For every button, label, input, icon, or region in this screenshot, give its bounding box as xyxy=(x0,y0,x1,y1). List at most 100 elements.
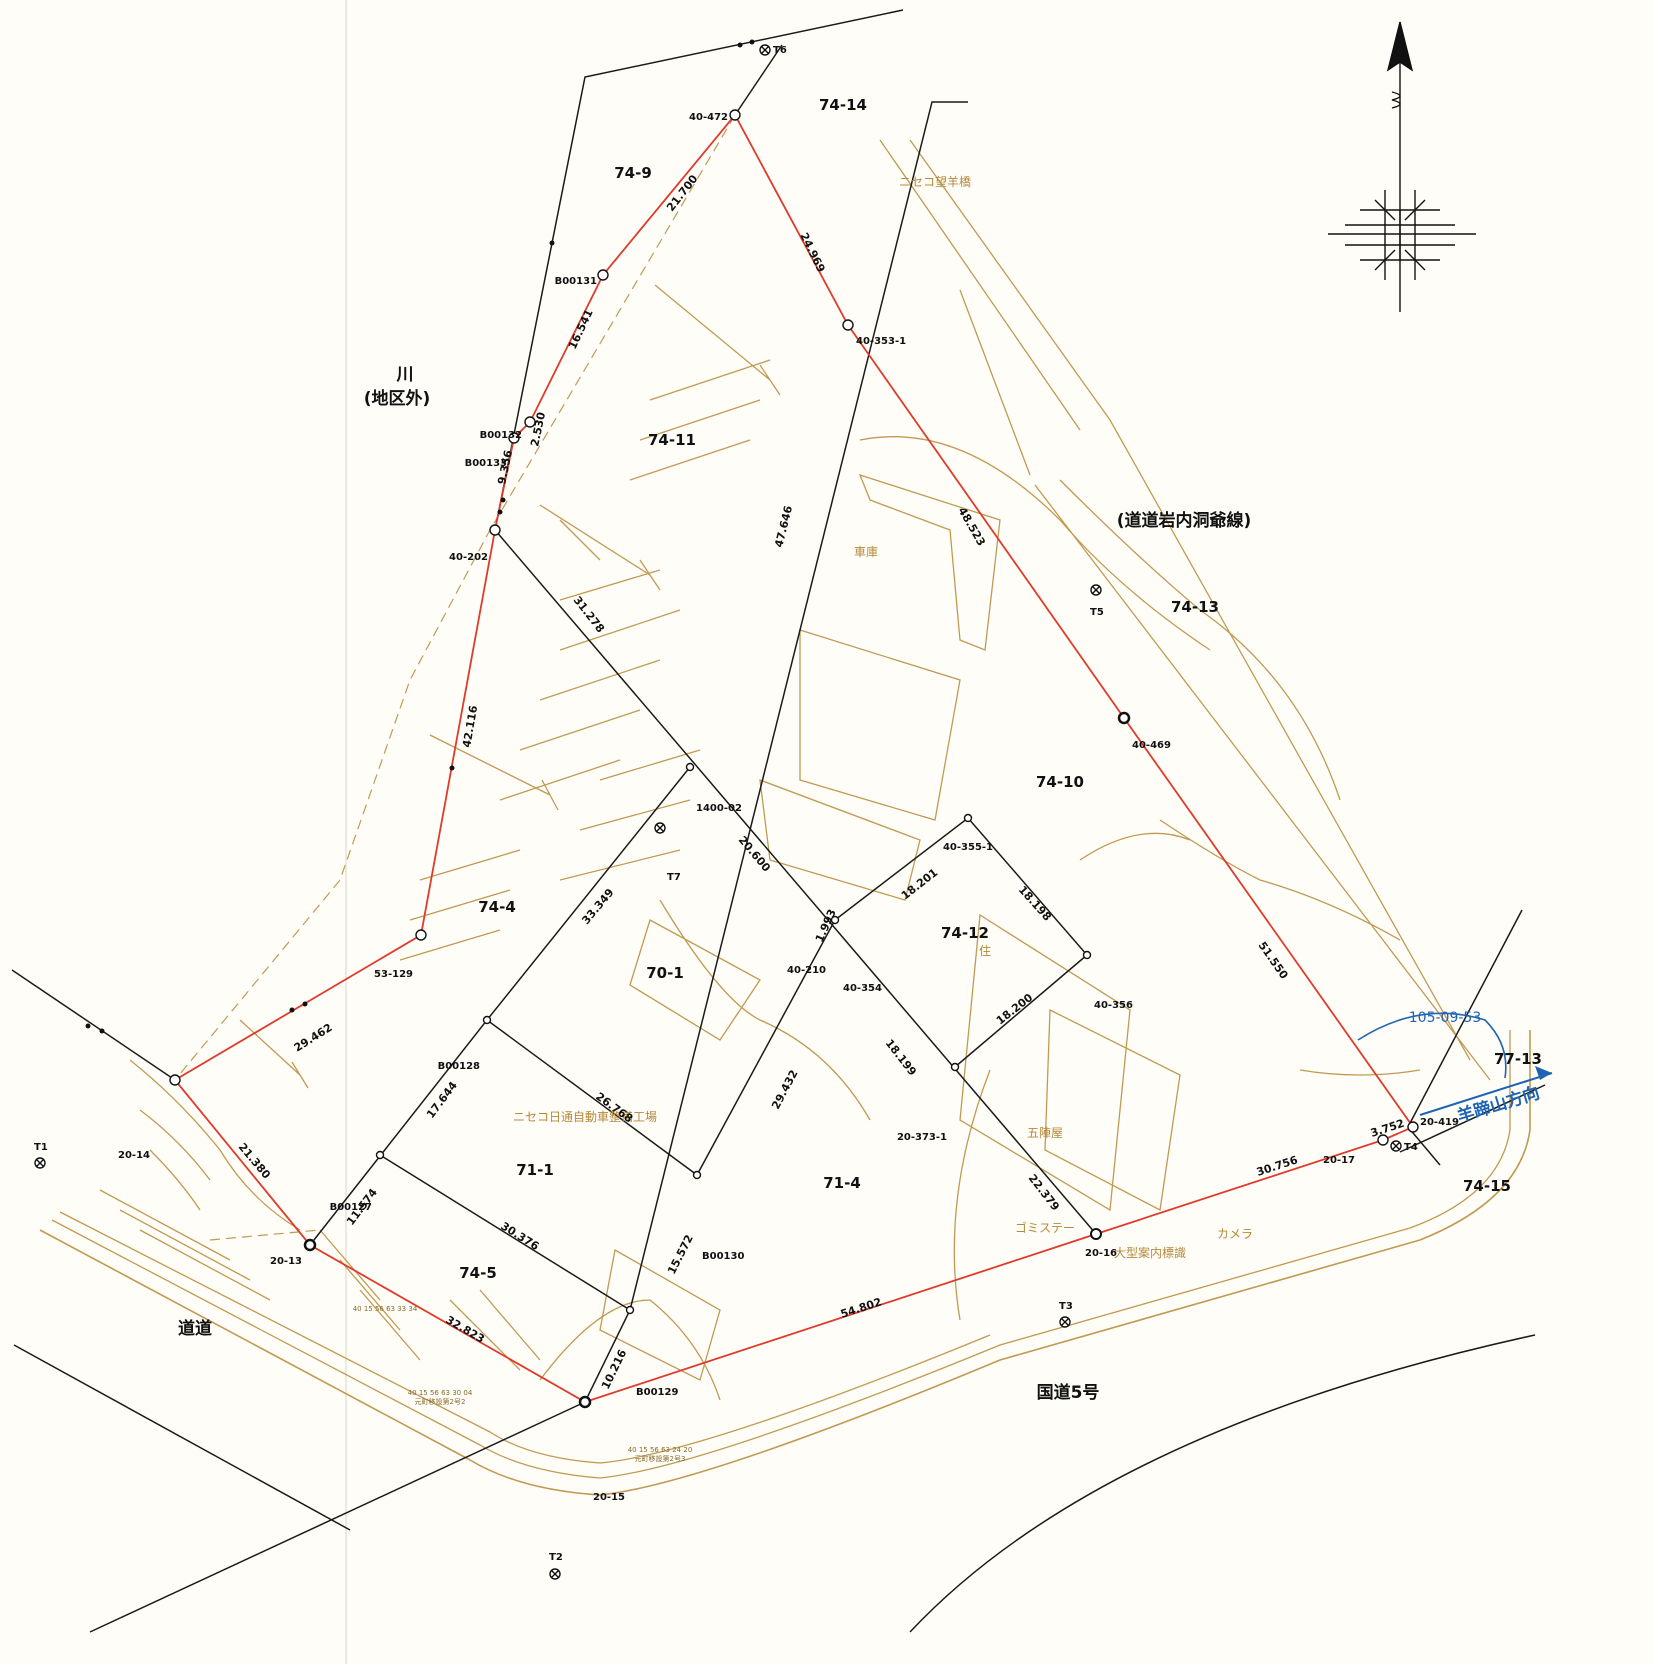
point-label: 20-16 xyxy=(1085,1248,1117,1259)
mt-yotei-direction xyxy=(1357,1012,1553,1116)
factory-label: ニセコ日通自動車整備工場 xyxy=(513,1109,657,1124)
distance-label: 10.216 xyxy=(599,1347,629,1391)
distance-label: 16.541 xyxy=(566,307,596,351)
garage-label: 車庫 xyxy=(854,545,878,559)
point-label: B00128 xyxy=(438,1061,480,1072)
distance-label: 18.201 xyxy=(899,866,940,902)
distance-label: 29.462 xyxy=(292,1021,335,1055)
signboard-label: 大型案内標識 xyxy=(1114,1245,1186,1260)
parcel-label: 70-1 xyxy=(646,964,684,982)
parcel-label: 77-13 xyxy=(1494,1050,1542,1068)
registry-label: 40 15 56 63 24 20 xyxy=(628,1446,693,1454)
traverse-marker-icon xyxy=(34,1157,46,1169)
distance-label: 9.356 xyxy=(495,449,515,486)
point-marker xyxy=(625,1305,635,1315)
traverse-marker-icon xyxy=(1090,584,1102,596)
point-marker xyxy=(830,915,840,925)
point-marker xyxy=(1377,1134,1389,1146)
dashed-old-boundary xyxy=(174,114,736,1241)
point-marker xyxy=(415,929,427,941)
point-label: T7 xyxy=(667,872,681,883)
distance-label: 31.278 xyxy=(571,594,607,635)
distance-label: 29.432 xyxy=(769,1068,800,1112)
parcel-label: 74-15 xyxy=(1463,1177,1511,1195)
point-label: T3 xyxy=(1059,1301,1073,1312)
point-label: T6 xyxy=(773,45,787,56)
point-label: T1 xyxy=(34,1142,48,1153)
point-marker xyxy=(685,762,695,772)
river-note: (地区外) xyxy=(364,388,431,409)
point-label: 20-15 xyxy=(593,1492,625,1503)
goryo-label: 五陣屋 xyxy=(1027,1126,1063,1140)
point-marker xyxy=(963,813,973,823)
point-label: 40-202 xyxy=(449,552,488,563)
prefectural-road-label: (道道岩内洞爺線) xyxy=(1117,510,1252,531)
point-marker xyxy=(482,1015,492,1025)
point-label: B00130 xyxy=(702,1251,744,1262)
parcel-label: 71-1 xyxy=(516,1161,554,1179)
distance-label: 54.802 xyxy=(839,1295,883,1320)
parcel-label: 74-14 xyxy=(819,96,867,114)
point-label: B00131 xyxy=(555,276,597,287)
arrow-head-icon xyxy=(1535,1066,1552,1080)
parcel-label: 74-13 xyxy=(1171,598,1219,616)
point-label: 53-129 xyxy=(374,969,413,980)
point-marker xyxy=(1117,711,1131,725)
point-label: 40-210 xyxy=(787,965,826,976)
point-label: B00129 xyxy=(636,1387,678,1398)
point-label: 20-419 xyxy=(1420,1117,1459,1128)
point-marker xyxy=(489,524,501,536)
point-marker xyxy=(508,432,520,444)
point-marker xyxy=(1082,950,1092,960)
point-label: 20-17 xyxy=(1323,1155,1355,1166)
distance-label: 33.349 xyxy=(579,886,616,927)
point-label: 20-13 xyxy=(270,1256,302,1267)
point-marker xyxy=(597,269,609,281)
point-label: 40-353-1 xyxy=(856,336,906,347)
point-label: 40-469 xyxy=(1132,740,1171,751)
traverse-marker-icon xyxy=(759,44,771,56)
distance-label: 24.969 xyxy=(797,231,827,275)
parcel-label: 74-11 xyxy=(648,431,696,449)
point-marker xyxy=(692,1170,702,1180)
point-marker xyxy=(169,1074,181,1086)
point-label: 1400-02 xyxy=(696,803,742,814)
point-label: 40-355-1 xyxy=(943,842,993,853)
distance-label: 42.116 xyxy=(460,704,480,748)
point-marker xyxy=(842,319,854,331)
topographic-linework xyxy=(39,139,1531,1496)
registry-label: 元町移設第2号2 xyxy=(415,1397,466,1406)
traverse-marker-icon xyxy=(1390,1140,1402,1152)
left-road-label: 道道 xyxy=(178,1318,212,1339)
point-marker xyxy=(524,416,536,428)
point-marker xyxy=(375,1150,385,1160)
line-dots xyxy=(85,39,755,1034)
point-labels: 40-472 T6 B00131 B00132 B00133 40-202 40… xyxy=(34,45,1459,1563)
point-marker xyxy=(950,1062,960,1072)
point-label: 20-373-1 xyxy=(897,1132,947,1143)
building-labels: ニセコ望羊橋 車庫 住 五陣屋 ニセコ日通自動車整備工場 ゴミステー カメラ 大… xyxy=(353,174,1253,1463)
bridge-label: ニセコ望羊橋 xyxy=(899,174,971,189)
point-label: B00132 xyxy=(480,430,522,441)
north-arrow-icon xyxy=(1328,21,1476,312)
direction-angle: 105-09-53 xyxy=(1409,1010,1481,1026)
traverse-marker-icon xyxy=(654,822,666,834)
traverse-marker-icon xyxy=(1059,1316,1071,1328)
point-label: T5 xyxy=(1090,607,1104,618)
registry-label: 40 15 56 63 30 04 xyxy=(408,1389,473,1397)
parcel-label: 74-4 xyxy=(478,898,516,916)
point-marker xyxy=(578,1395,592,1409)
distance-label: 18.198 xyxy=(1016,883,1054,923)
point-label: B00127 xyxy=(330,1202,372,1213)
point-marker xyxy=(1090,1228,1102,1240)
point-label: 40-356 xyxy=(1094,1000,1133,1011)
distance-labels: 21.700 24.969 16.541 2.530 9.356 47.646 … xyxy=(236,172,1406,1391)
distance-label: 15.572 xyxy=(665,1233,696,1277)
distance-label: 2.530 xyxy=(528,411,548,448)
distance-label: 1.993 xyxy=(813,907,839,944)
parcel-label: 71-4 xyxy=(823,1174,861,1192)
registry-label: 元町移設第2号3 xyxy=(635,1454,686,1463)
area-labels: 川 (地区外) (道道岩内洞爺線) 道道 国道5号 羊蹄山方向 105-09-5… xyxy=(178,365,1542,1403)
point-marker xyxy=(729,109,741,121)
